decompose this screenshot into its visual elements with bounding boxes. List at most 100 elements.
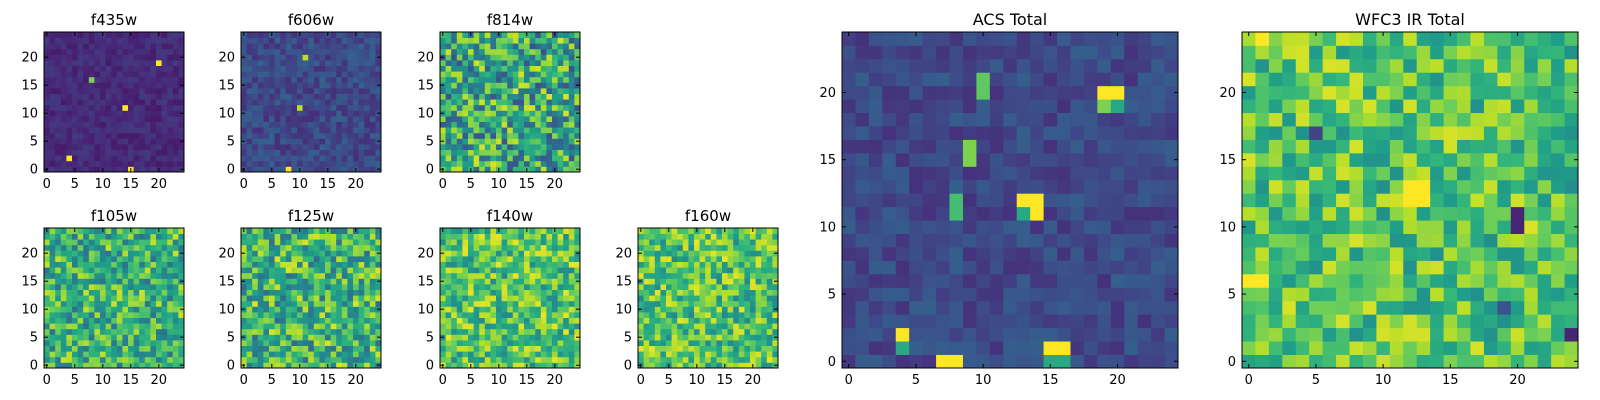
heatmap-cell	[257, 93, 264, 100]
heatmap-cell	[128, 76, 134, 83]
heatmap-cell	[490, 149, 497, 156]
heatmap-cell	[77, 306, 84, 313]
heatmap-cell	[66, 351, 73, 358]
heatmap-cell	[462, 244, 469, 251]
heatmap-cell	[49, 65, 56, 72]
heatmap-cell	[1124, 233, 1139, 248]
heatmap-cell	[654, 317, 661, 324]
heatmap-cell	[341, 267, 348, 274]
heatmap-cell	[88, 71, 95, 78]
heatmap-cell	[451, 356, 458, 363]
heatmap-cell	[302, 138, 309, 145]
heatmap-cell	[496, 132, 502, 139]
heatmap-cell	[167, 160, 174, 167]
heatmap-cell	[139, 132, 146, 139]
heatmap-cell	[241, 289, 247, 296]
heatmap-cell	[252, 155, 259, 162]
heatmap-cell	[172, 166, 179, 173]
heatmap-cell	[524, 340, 530, 346]
heatmap-cell	[524, 110, 530, 117]
heatmap-cell	[524, 138, 530, 145]
heatmap-cell	[308, 244, 315, 251]
heatmap-cell	[319, 32, 326, 38]
heatmap-cell	[479, 356, 486, 363]
heatmap-cell	[484, 362, 491, 369]
heatmap-cell	[445, 71, 452, 78]
heatmap-cell	[451, 82, 458, 89]
heatmap-cell	[144, 65, 151, 72]
heatmap-cell	[49, 93, 56, 100]
heatmap-cell	[144, 32, 151, 38]
heatmap-cell	[263, 88, 270, 94]
heatmap-cell	[83, 82, 90, 89]
heatmap-cell	[540, 284, 547, 290]
heatmap-cell	[671, 261, 678, 268]
heatmap-cell	[375, 323, 382, 330]
heatmap-cell	[285, 250, 292, 257]
heatmap-cell	[297, 37, 303, 44]
heatmap-cell	[512, 104, 519, 111]
heatmap-cell	[291, 71, 298, 78]
heatmap-cell	[694, 233, 700, 240]
heatmap-cell	[291, 121, 298, 128]
heatmap-cell	[563, 65, 570, 72]
heatmap-cell	[654, 345, 661, 352]
heatmap-cell	[302, 116, 309, 122]
heatmap-cell	[139, 323, 146, 330]
heatmap-cell	[285, 54, 292, 61]
heatmap-cell	[546, 71, 553, 78]
heatmap-cell	[369, 60, 376, 66]
heatmap-cell	[172, 93, 179, 100]
heatmap-cell	[484, 233, 491, 240]
heatmap-cell	[291, 93, 298, 100]
heatmap-cell	[49, 54, 56, 61]
heatmap-cell	[100, 323, 106, 330]
heatmap-cell	[341, 312, 348, 318]
heatmap-cell	[563, 54, 570, 61]
heatmap-cell	[369, 93, 376, 100]
heatmap-cell	[297, 93, 303, 100]
heatmap-cell	[552, 82, 558, 89]
heatmap-cell	[252, 272, 259, 279]
heatmap-cell	[313, 362, 320, 369]
heatmap-cell	[319, 278, 326, 285]
heatmap-cell	[540, 306, 547, 313]
heatmap-cell	[263, 272, 270, 279]
heatmap-cell	[1003, 193, 1018, 208]
heatmap-cell	[710, 356, 717, 363]
heatmap-cell	[496, 328, 502, 335]
heatmap-cell	[336, 328, 343, 335]
heatmap-cell	[855, 273, 870, 288]
heatmap-cell	[55, 334, 62, 341]
heatmap-cell	[501, 60, 508, 66]
heatmap-cell	[111, 317, 118, 324]
heatmap-cell	[660, 323, 667, 330]
heatmap-cell	[353, 88, 359, 94]
heatmap-cell	[341, 256, 348, 262]
heatmap-cell	[1043, 166, 1058, 181]
heatmap-cell	[557, 300, 564, 307]
heatmap-cell	[1124, 166, 1139, 181]
heatmap-cell	[507, 54, 514, 61]
heatmap-cell	[868, 220, 883, 234]
heatmap-cell	[44, 267, 50, 274]
heatmap-cell	[369, 239, 376, 246]
heatmap-cell	[167, 127, 174, 134]
heatmap-cell	[496, 317, 502, 324]
heatmap-cell	[60, 166, 67, 173]
heatmap-cell	[705, 250, 712, 257]
heatmap-cell	[369, 295, 376, 302]
axes-frame	[43, 227, 185, 369]
heatmap-cell	[535, 71, 542, 78]
heatmap-cell	[116, 351, 123, 358]
heatmap-cell	[761, 284, 768, 290]
heatmap-cell	[133, 261, 140, 268]
heatmap-cell	[308, 312, 315, 318]
heatmap-cell	[263, 261, 270, 268]
heatmap-cell	[291, 138, 298, 145]
heatmap-cell	[518, 160, 525, 167]
heatmap-cell	[677, 272, 684, 279]
heatmap-cell	[280, 48, 287, 55]
heatmap-cell	[156, 149, 162, 156]
